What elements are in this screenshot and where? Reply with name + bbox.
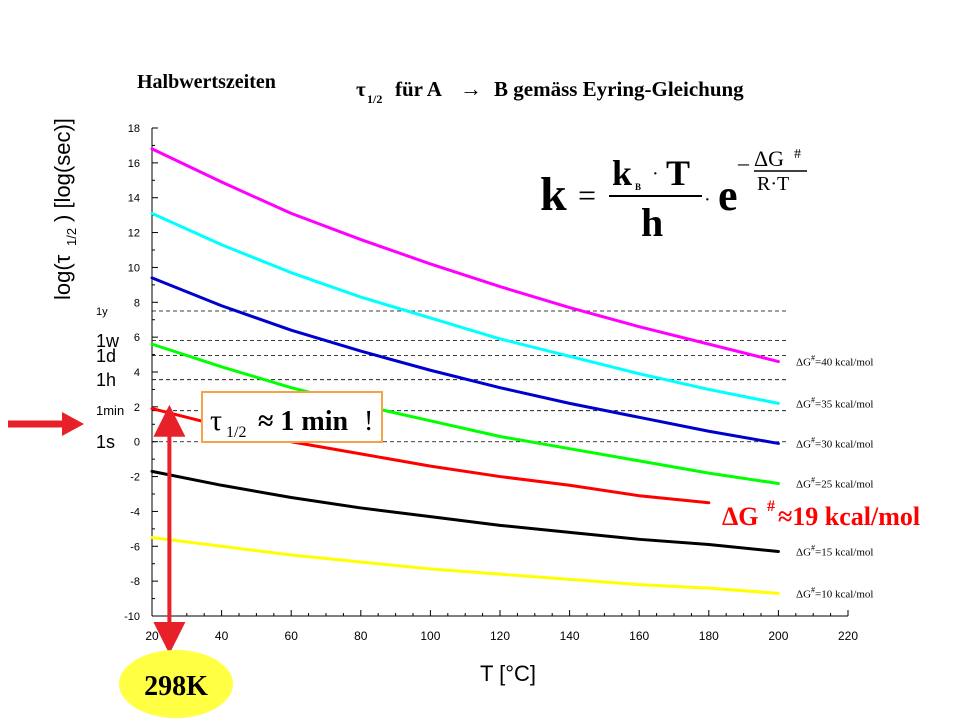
x-tick-label: 20 (145, 629, 159, 643)
reference-label-1d: 1d (96, 346, 116, 366)
y-axis-label-sub: 1/2 (64, 228, 79, 246)
formula-kb-sub: B (635, 182, 641, 192)
series-line (150, 147, 780, 364)
temperature-badge-label: 298K (144, 671, 208, 702)
y-ticks: -10 -8 -6 -4 -2 0 2 4 6 8 10 12 14 16 18 (124, 123, 158, 623)
formula-exp-hash: # (794, 147, 801, 162)
x-tick-label: 220 (838, 629, 858, 643)
y-tick-label: 16 (128, 158, 140, 170)
temperature-badge (119, 650, 233, 718)
series-label: ΔG#=30 kcal/mol (796, 435, 873, 450)
y-tick-label: 12 (128, 228, 140, 240)
dg19-label-delta: ΔG (722, 502, 759, 531)
y-tick-label: 0 (134, 437, 140, 449)
formula-h: h (641, 200, 663, 245)
formula-exp-denominator: R·T (757, 173, 789, 195)
x-tick-label: 100 (420, 629, 440, 643)
chart-title-tau-sub: 1/2 (367, 92, 382, 106)
series-label: ΔG#=10 kcal/mol (796, 585, 873, 600)
eyring-formula: k = k B · T h · e – ΔG # R·T (540, 146, 807, 245)
reference-label-1h: 1h (96, 370, 116, 390)
series-lines (150, 147, 780, 595)
one-minute-pointer-arrowhead (62, 412, 84, 436)
formula-T: T (666, 153, 690, 193)
x-tick-label: 160 (629, 629, 649, 643)
x-tick-label: 40 (215, 629, 229, 643)
tau-annotation-tau: τ (210, 404, 222, 437)
y-tick-label: 4 (134, 367, 140, 379)
formula-exp-minus: – (737, 150, 750, 175)
chart-title-arrow: → (460, 76, 482, 101)
y-tick-label: -8 (130, 576, 140, 588)
series-labels: ΔG#=40 kcal/mol ΔG#=35 kcal/mol ΔG#=30 kca… (796, 354, 873, 601)
y-axis-label-suffix: ) [log(sec)] (50, 118, 75, 222)
formula-exp-numerator: ΔG (754, 146, 784, 171)
y-tick-label: 10 (128, 262, 140, 274)
y-tick-label: 2 (134, 402, 140, 414)
y-tick-label: -10 (124, 611, 140, 623)
x-ticks: 20 40 60 80 100 120 140 160 180 200 220 (145, 610, 858, 643)
y-tick-label: 14 (128, 193, 140, 205)
formula-equals: = (578, 177, 596, 213)
series-line (150, 536, 780, 595)
y-tick-label: 6 (134, 332, 140, 344)
reference-label-1s: 1s (96, 432, 115, 452)
formula-dot2: · (704, 189, 711, 211)
x-tick-label: 180 (699, 629, 719, 643)
tau-annotation-sub: 1/2 (226, 424, 246, 441)
x-tick-label: 120 (490, 629, 510, 643)
formula-k: k (540, 168, 567, 221)
series-label: ΔG#=40 kcal/mol (796, 354, 873, 369)
axes (151, 128, 848, 617)
tau-annotation-exclamation: ! (364, 406, 373, 437)
x-tick-label: 200 (768, 629, 788, 643)
chart-title-prefix: Halbwertszeiten (137, 71, 276, 93)
y-axis-label-prefix: log(τ (50, 254, 75, 300)
reference-label-1w: 1w (96, 331, 120, 351)
series-line (150, 276, 780, 445)
formula-e: e (718, 171, 738, 220)
dg19-label-hash: # (767, 498, 775, 515)
chart-title-middle: für A (395, 77, 443, 101)
reference-label-1y: 1y (96, 306, 108, 318)
formula-kb: k (612, 153, 632, 193)
x-tick-label: 140 (560, 629, 580, 643)
y-tick-label: 8 (134, 297, 140, 309)
series-label: ΔG#=25 kcal/mol (796, 476, 873, 491)
y-tick-label: -2 (130, 472, 140, 484)
x-axis-label: T [°C] (480, 661, 536, 686)
x-tick-label: 80 (354, 629, 368, 643)
series-label: ΔG#=35 kcal/mol (796, 395, 873, 410)
tau-annotation-text: ≈ 1 min (258, 406, 348, 437)
y-tick-label: -6 (130, 541, 140, 553)
series-line (150, 211, 780, 405)
y-tick-label: -4 (130, 506, 140, 518)
chart-title-suffix: B gemäss Eyring-Gleichung (494, 77, 744, 101)
series-line (150, 469, 780, 554)
series-label: ΔG#=15 kcal/mol (796, 544, 873, 559)
tau-annotation-box (201, 391, 383, 443)
formula-dot1: · (652, 163, 659, 185)
reference-label-1min: 1min (96, 403, 124, 418)
y-tick-label: 18 (128, 123, 140, 135)
series-line (150, 342, 780, 486)
chart-title-tau: τ (356, 77, 366, 101)
x-tick-label: 60 (285, 629, 299, 643)
dg19-label-value: ≈19 kcal/mol (778, 502, 920, 531)
